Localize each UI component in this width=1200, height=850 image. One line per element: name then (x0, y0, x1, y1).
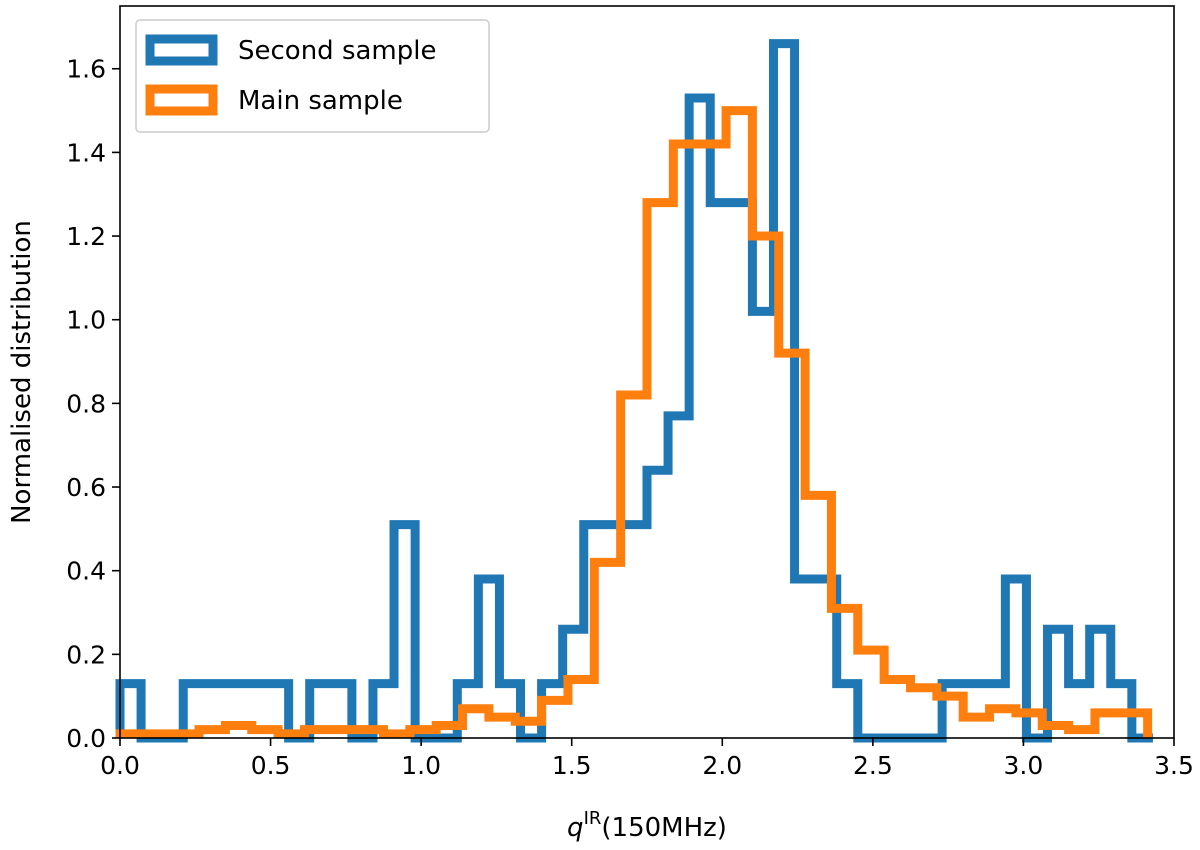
x-tick-label: 3.5 (1154, 751, 1194, 780)
y-tick-label: 1.2 (66, 222, 106, 251)
legend-label-main-sample: Main sample (238, 86, 403, 116)
legend: Second sample Main sample (135, 19, 490, 133)
y-tick-label: 0.0 (66, 724, 106, 753)
y-tick-label: 0.8 (66, 389, 106, 418)
x-axis-label-superscript: IR (584, 808, 602, 829)
y-tick-label: 1.0 (66, 306, 106, 335)
x-tick-label: 1.0 (401, 751, 441, 780)
x-axis-label: qIR(150MHz) (567, 808, 727, 843)
x-tick-label: 1.5 (552, 751, 592, 780)
y-tick-label: 1.6 (66, 55, 106, 84)
histogram-second-sample (115, 39, 1153, 743)
legend-swatch-main-sample (145, 84, 218, 116)
plot-area (115, 39, 1153, 743)
y-axis-label: Normalised distribution (7, 220, 37, 524)
x-tick-label: 0.5 (251, 751, 291, 780)
legend-box (135, 19, 490, 133)
x-tick-label: 3.0 (1004, 751, 1044, 780)
y-axis-ticks: 0.0 0.2 0.4 0.6 0.8 1.0 1.2 1.4 1.6 (66, 55, 120, 753)
x-axis-label-suffix: (150MHz) (601, 813, 727, 843)
x-tick-label: 0.0 (100, 751, 140, 780)
plot-frame (119, 5, 1175, 739)
x-tick-label: 2.0 (702, 751, 742, 780)
x-tick-label: 2.5 (853, 751, 893, 780)
y-tick-label: 1.4 (66, 138, 106, 167)
histogram-main-sample (115, 106, 1153, 739)
x-axis-ticks: 0.0 0.5 1.0 1.5 2.0 2.5 3.0 3.5 (100, 738, 1194, 780)
legend-label-second-sample: Second sample (238, 36, 436, 66)
x-axis-label-symbol: q (567, 813, 584, 843)
y-tick-label: 0.6 (66, 473, 106, 502)
y-tick-label: 0.2 (66, 640, 106, 669)
legend-swatch-second-sample (145, 34, 218, 66)
y-tick-label: 0.4 (66, 557, 106, 586)
